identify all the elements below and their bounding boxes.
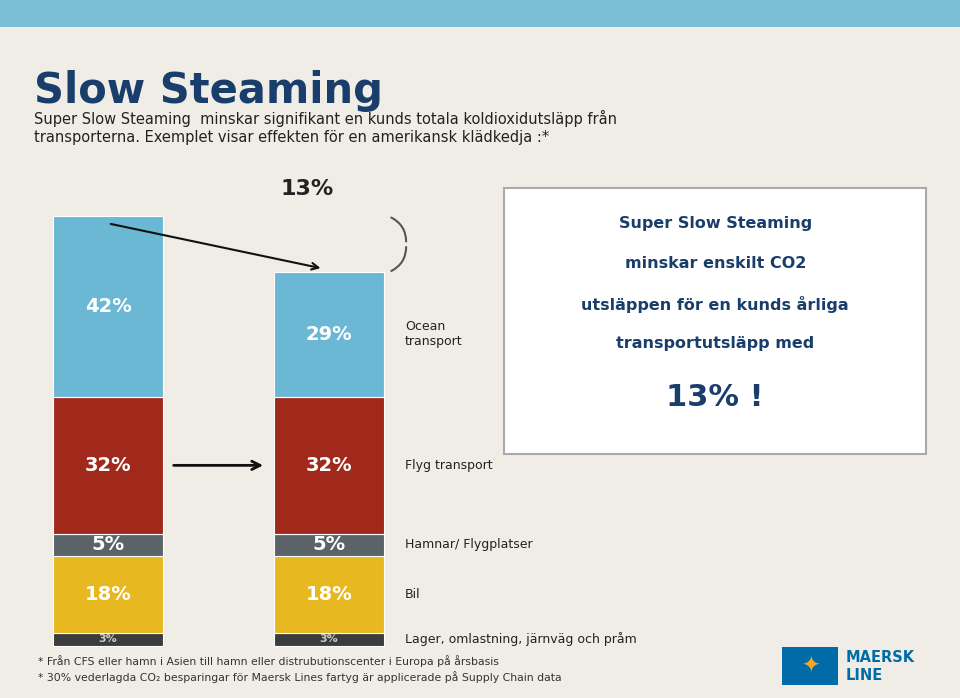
Bar xyxy=(0,0,960,27)
Text: 3%: 3% xyxy=(99,634,117,644)
Text: Lager, omlastning, järnväg och pråm: Lager, omlastning, järnväg och pråm xyxy=(405,632,636,646)
Text: MAERSK: MAERSK xyxy=(846,651,915,665)
Text: 42%: 42% xyxy=(84,297,132,316)
Text: Super Slow Steaming  minskar signifikant en kunds totala koldioxidutsläpp från: Super Slow Steaming minskar signifikant … xyxy=(34,110,616,127)
Bar xyxy=(53,534,163,556)
Text: 13% !: 13% ! xyxy=(666,383,764,412)
Text: Hamnar/ Flygplatser: Hamnar/ Flygplatser xyxy=(405,538,533,551)
Bar xyxy=(53,396,163,534)
Text: transporterna. Exemplet visar effekten för en amerikansk klädkedja :*: transporterna. Exemplet visar effekten f… xyxy=(34,130,549,144)
Text: 32%: 32% xyxy=(305,456,352,475)
Text: 5%: 5% xyxy=(312,535,346,554)
Text: Ocean
transport: Ocean transport xyxy=(405,320,463,348)
Text: Flyg transport: Flyg transport xyxy=(405,459,492,472)
Bar xyxy=(53,633,163,646)
Bar xyxy=(274,396,384,534)
Bar xyxy=(53,216,163,396)
Text: utsläppen för en kunds årliga: utsläppen för en kunds årliga xyxy=(582,296,849,313)
Text: * 30% vederlagda CO₂ besparingar för Maersk Lines fartyg är applicerade på Suppl: * 30% vederlagda CO₂ besparingar för Mae… xyxy=(38,671,562,683)
Bar xyxy=(782,647,838,685)
Text: transportutsläpp med: transportutsläpp med xyxy=(616,336,814,350)
Bar xyxy=(274,633,384,646)
Text: LINE: LINE xyxy=(846,669,883,683)
FancyBboxPatch shape xyxy=(504,188,926,454)
Text: 5%: 5% xyxy=(91,535,125,554)
Bar xyxy=(53,556,163,633)
Bar xyxy=(274,272,384,396)
Text: 32%: 32% xyxy=(84,456,132,475)
Bar xyxy=(274,534,384,556)
Text: 18%: 18% xyxy=(305,585,352,604)
Text: * Från CFS eller hamn i Asien till hamn eller distrubutionscenter i Europa på år: * Från CFS eller hamn i Asien till hamn … xyxy=(38,655,499,667)
Text: ✦: ✦ xyxy=(801,656,820,676)
Text: minskar enskilt CO2: minskar enskilt CO2 xyxy=(625,256,805,271)
Bar xyxy=(274,556,384,633)
Text: Slow Steaming: Slow Steaming xyxy=(34,70,383,112)
Text: 29%: 29% xyxy=(305,325,352,344)
Text: Super Slow Steaming: Super Slow Steaming xyxy=(618,216,812,231)
Text: 18%: 18% xyxy=(84,585,132,604)
Text: 3%: 3% xyxy=(320,634,338,644)
Text: Bil: Bil xyxy=(405,588,420,601)
Text: 13%: 13% xyxy=(280,179,333,199)
